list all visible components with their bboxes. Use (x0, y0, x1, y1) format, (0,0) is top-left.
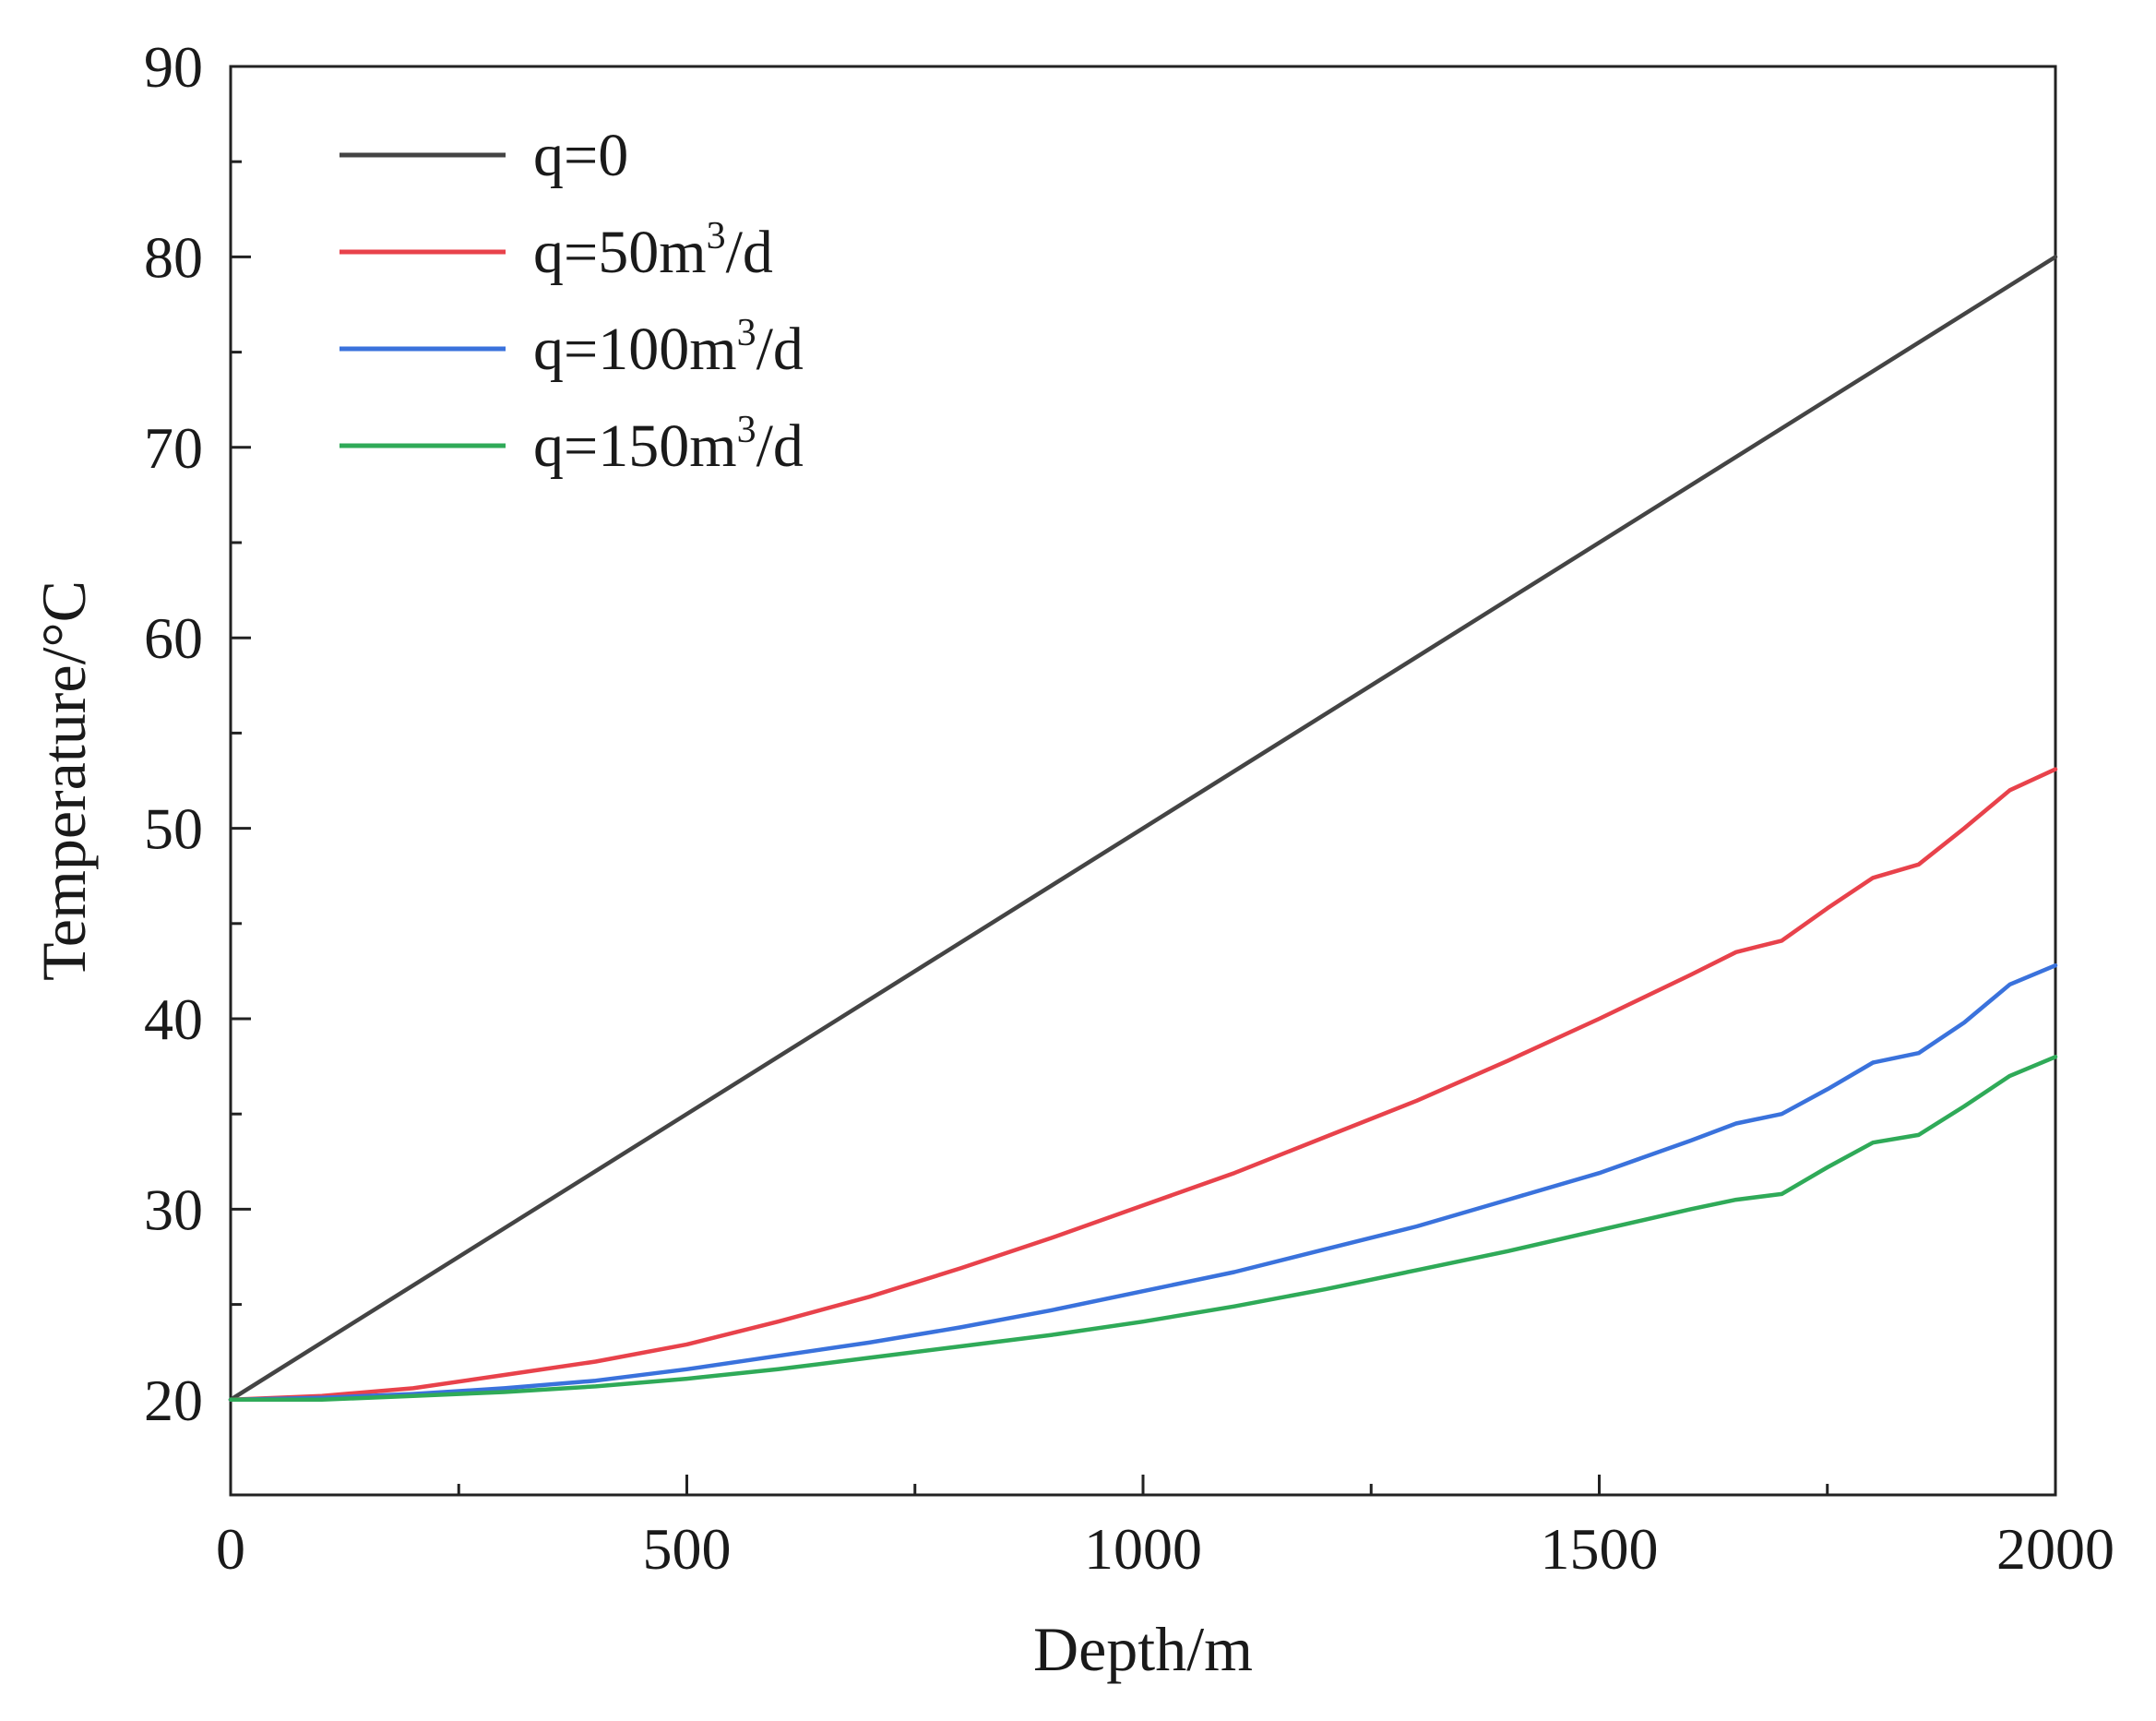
x-tick-label: 2000 (1996, 1516, 2114, 1582)
series-line (228, 962, 2058, 1403)
legend-label-superscript: 3 (737, 409, 756, 451)
legend-label-superscript: 3 (737, 312, 756, 354)
legend-label-unit: /d (756, 316, 804, 383)
legend-label-text: q=50m (533, 219, 707, 286)
legend-label: q=0 (533, 122, 628, 189)
series-group (228, 255, 2058, 1403)
x-tick-label: 500 (643, 1516, 732, 1582)
legend-label-superscript: 3 (707, 215, 726, 257)
y-tick-label: 20 (144, 1368, 203, 1433)
legend-label-text: q=0 (533, 122, 628, 189)
y-tick-label: 60 (144, 605, 203, 671)
y-tick-label: 50 (144, 796, 203, 862)
y-tick-label: 30 (144, 1177, 203, 1242)
legend: q=0q=50m3/dq=100m3/dq=150m3/d (339, 122, 804, 480)
series-line (228, 255, 2058, 1403)
legend-label: q=50m3/d (533, 215, 773, 286)
legend-label: q=100m3/d (533, 312, 804, 383)
y-tick-label: 90 (144, 34, 203, 100)
x-tick-label: 0 (216, 1516, 245, 1582)
legend-label-unit: /d (756, 412, 804, 480)
series-line (228, 1055, 2058, 1403)
legend-label-unit: /d (726, 219, 773, 286)
series-line (228, 767, 2058, 1403)
legend-label: q=150m3/d (533, 409, 804, 480)
y-tick-label: 70 (144, 415, 203, 481)
x-tick-label: 1000 (1084, 1516, 1202, 1582)
x-axis-title: Depth/m (1033, 1614, 1253, 1684)
legend-label-text: q=150m (533, 412, 737, 480)
x-tick-label: 1500 (1541, 1516, 1659, 1582)
plot-frame (229, 65, 2057, 1497)
y-tick-label: 80 (144, 224, 203, 290)
ticks (229, 65, 2057, 1495)
tick-labels: 0 500 1000 1500 2000 20 30 40 50 60 70 80 90 (144, 34, 2114, 1582)
legend-label-text: q=100m (533, 316, 737, 383)
y-axis-title: Temperature/°C (29, 580, 99, 981)
y-tick-label: 40 (144, 986, 203, 1052)
